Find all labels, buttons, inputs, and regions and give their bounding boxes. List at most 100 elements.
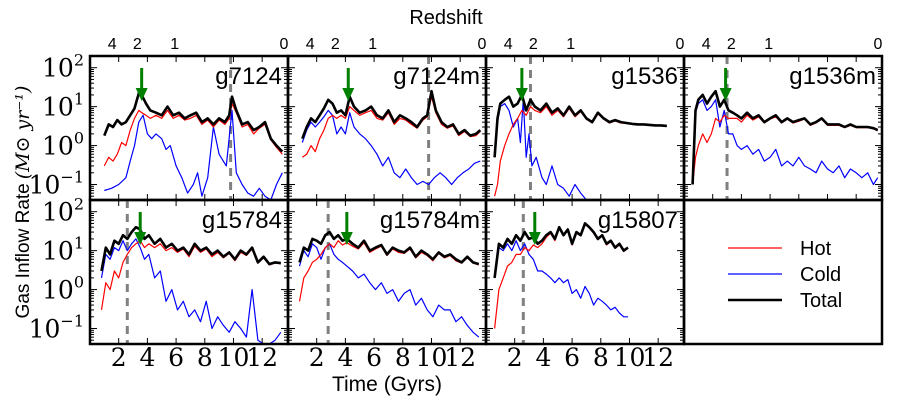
panel-data bbox=[298, 200, 480, 344]
time-tick-label: 10 bbox=[416, 343, 448, 372]
inflow-tick-exponent: 1 bbox=[74, 90, 84, 109]
inflow-tick-base: 10 bbox=[29, 315, 61, 344]
time-tick-label: 6 bbox=[168, 343, 184, 372]
inflow-tick-exponent: 0 bbox=[74, 273, 84, 292]
panel-g15807: g15807 bbox=[484, 198, 686, 346]
inflow-tick-label: 101 bbox=[42, 90, 84, 122]
panel-label: g15784 bbox=[202, 207, 282, 234]
time-tick-label: 12 bbox=[246, 343, 278, 372]
series-line-total bbox=[103, 92, 284, 153]
green-arrow-head bbox=[719, 88, 732, 101]
inflow-tick-base: 10 bbox=[42, 132, 74, 161]
series-line-cold bbox=[298, 243, 480, 338]
panel-data bbox=[103, 56, 284, 200]
green-arrow-head bbox=[340, 232, 353, 245]
time-axis-title: Time (Gyrs) bbox=[332, 373, 442, 396]
time-tick-label: 4 bbox=[337, 343, 353, 372]
legend-label-hot: Hot bbox=[800, 238, 832, 260]
green-arrow-head bbox=[515, 88, 528, 101]
redshift-tick-label: 1 bbox=[566, 36, 575, 53]
green-arrow-head bbox=[135, 88, 148, 101]
inflow-tick-label: 10−1 bbox=[29, 168, 84, 200]
inflow-tick-base: 10 bbox=[42, 198, 74, 227]
series-line-cold bbox=[692, 99, 879, 186]
redshift-tick-label: 2 bbox=[727, 36, 736, 53]
inflow-tick-label: 10−1 bbox=[29, 312, 84, 344]
redshift-tick-label: 4 bbox=[702, 36, 711, 53]
green-arrow-head bbox=[342, 88, 355, 101]
time-tick-label: 10 bbox=[614, 343, 646, 372]
panel-data bbox=[100, 200, 282, 344]
panel-frame bbox=[682, 198, 884, 346]
redshift-tick-label: 2 bbox=[331, 36, 340, 53]
series-line-hot bbox=[494, 105, 667, 197]
time-tick-label: 12 bbox=[642, 343, 674, 372]
redshift-tick-label: 4 bbox=[108, 36, 117, 53]
green-arrow-head bbox=[134, 232, 147, 245]
inflow-tick-exponent: 0 bbox=[74, 129, 84, 148]
redshift-tick-label: 2 bbox=[133, 36, 142, 53]
inflow-axis-title: Gas Inflow Rate (M⊙ yr⁻¹) bbox=[12, 86, 34, 319]
legend: Hot Cold Total bbox=[728, 238, 842, 312]
series-line-cold bbox=[104, 109, 283, 200]
time-tick-label: 4 bbox=[139, 343, 155, 372]
series-line-total bbox=[493, 93, 667, 158]
time-tick-label: 8 bbox=[395, 343, 411, 372]
inflow-tick-exponent: 1 bbox=[74, 234, 84, 253]
inflow-axis-unit: (M⊙ yr⁻¹) bbox=[12, 86, 34, 180]
time-tick-label: 4 bbox=[535, 343, 551, 372]
panel-g15784: g15784 bbox=[88, 198, 290, 346]
panel-g7124: g7124 bbox=[88, 54, 290, 202]
redshift-tick-label: 1 bbox=[368, 36, 377, 53]
series-line-hot bbox=[103, 102, 283, 167]
inflow-tick-label: 102 bbox=[42, 195, 84, 227]
inflow-tick-label: 100 bbox=[42, 273, 84, 305]
time-tick-label: 6 bbox=[366, 343, 382, 372]
panel-g1536: g1536 bbox=[484, 54, 686, 202]
panel-label: g15784m bbox=[380, 207, 480, 234]
panel-label: g1536m bbox=[789, 63, 876, 90]
panel-data bbox=[301, 56, 482, 200]
legend-panel bbox=[682, 198, 884, 346]
legend-label-total: Total bbox=[800, 290, 842, 312]
time-tick-label: 12 bbox=[444, 343, 476, 372]
series-line-total bbox=[301, 89, 482, 140]
inflow-tick-base: 10 bbox=[42, 237, 74, 266]
inflow-tick-base: 10 bbox=[42, 93, 74, 122]
series-line-cold bbox=[494, 99, 593, 200]
time-tick-label: 8 bbox=[197, 343, 213, 372]
panel-label: g7124m bbox=[393, 63, 480, 90]
inflow-tick-label: 101 bbox=[42, 234, 84, 266]
series-line-cold bbox=[301, 109, 481, 186]
redshift-axis-title: Redshift bbox=[409, 7, 483, 29]
inflow-tick-base: 10 bbox=[29, 171, 61, 200]
panel-g15784m: g15784m bbox=[286, 198, 488, 346]
inflow-axis-label: Gas Inflow Rate bbox=[13, 183, 34, 318]
redshift-tick-label: 4 bbox=[504, 36, 513, 53]
series-line-cold bbox=[100, 238, 282, 344]
redshift-tick-label: 0 bbox=[280, 36, 289, 53]
panel-label: g7124 bbox=[215, 63, 282, 90]
panels-layer: g7124 g7124m g1536 g1536m g15784 g15784m g1580… bbox=[88, 54, 884, 346]
inflow-tick-exponent: 2 bbox=[74, 195, 84, 214]
panel-label: g15807 bbox=[598, 207, 678, 234]
inflow-tick-exponent: −1 bbox=[60, 312, 84, 331]
inflow-tick-base: 10 bbox=[42, 54, 74, 83]
inflow-axis: Gas Inflow Rate(M⊙ yr⁻¹) 10−110010110210… bbox=[12, 51, 84, 344]
time-tick-label: 2 bbox=[111, 343, 127, 372]
inflow-tick-base: 10 bbox=[42, 276, 74, 305]
legend-label-cold: Cold bbox=[800, 264, 841, 286]
time-tick-label: 10 bbox=[218, 343, 250, 372]
time-tick-label: 2 bbox=[309, 343, 325, 372]
redshift-tick-label: 0 bbox=[676, 36, 685, 53]
redshift-tick-label: 0 bbox=[874, 36, 883, 53]
green-arrow-head bbox=[528, 232, 541, 245]
series-line-total bbox=[100, 225, 281, 272]
inflow-tick-exponent: 2 bbox=[74, 51, 84, 70]
panel-g7124m: g7124m bbox=[286, 54, 488, 202]
time-tick-label: 8 bbox=[593, 343, 609, 372]
inflow-tick-exponent: −1 bbox=[60, 168, 84, 187]
